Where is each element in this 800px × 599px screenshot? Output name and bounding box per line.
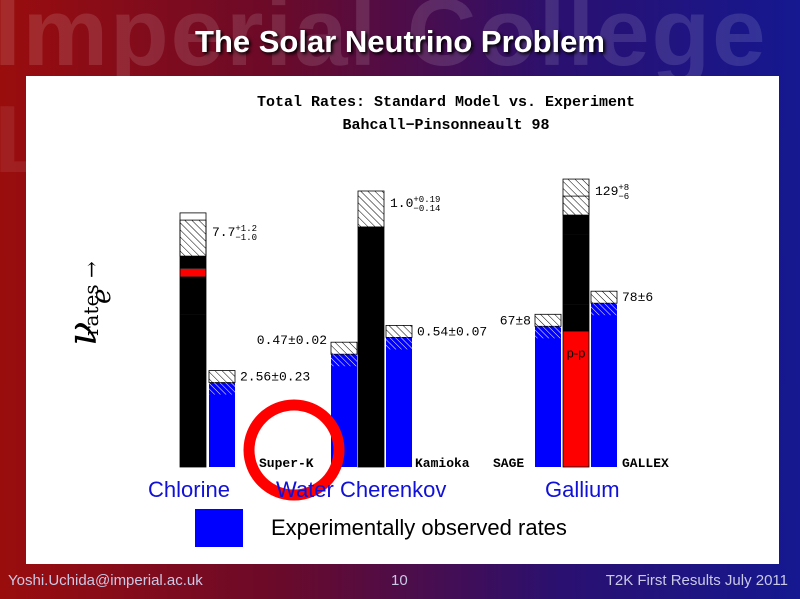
bar-observed-kamioka — [386, 337, 412, 467]
bar-error-overlay-gallex — [591, 303, 617, 316]
detector-label-water: Water Cherenkov — [276, 477, 446, 502]
bar-value-label-chlorine: 2.56±0.23 — [240, 370, 310, 385]
slide-title: The Solar Neutrino Problem — [195, 24, 605, 59]
segment-label-8b-water-cherenkov: 8B — [363, 241, 379, 256]
bar-value-label-kamioka: 0.54±0.07 — [417, 324, 487, 339]
bar-uncertainty-gallium — [562, 178, 590, 216]
bar-error-band-sage — [534, 313, 562, 327]
chart-title: Total Rates: Standard Model vs. Experime… — [257, 94, 635, 111]
bar-outline-gallium — [562, 195, 590, 468]
bar-value-label-super-k: 0.47±0.02 — [257, 333, 327, 348]
segment-label-7be-gallium: 7Be — [564, 248, 587, 263]
bar-error-band-super-k — [330, 341, 358, 355]
chart-subtitle: Bahcall−Pinsonneault 98 — [342, 117, 549, 134]
y-axis-label: rates → — [79, 261, 103, 336]
footer-event: T2K First Results July 2011 — [605, 572, 788, 589]
bar-uncertainty-chlorine — [179, 219, 207, 257]
bar-error-band-chlorine — [208, 370, 236, 383]
bar-segment-7be-gallium — [563, 234, 589, 305]
bar-error-overlay-kamioka — [386, 337, 412, 350]
bar-observed-gallex — [591, 303, 617, 467]
bar-label-kamioka: Kamioka — [415, 456, 470, 471]
bar-error-band-kamioka — [385, 324, 413, 338]
y-label-symbol: ν — [60, 322, 106, 346]
bar-segment-cno-gallium — [563, 215, 589, 235]
segment-label-pp-gallium: p-p — [567, 346, 586, 361]
chart-panel: Total Rates: Standard Model vs. Experime… — [26, 76, 779, 564]
chart-bars: 8B 7Be 7.7+1.2 −1.0 2.56±0.23 0.47±0.02 8B 1.0+… — [179, 178, 653, 468]
bar-label-gallex: GALLEX — [622, 456, 669, 471]
bar-outline-water-cherenkov — [357, 226, 385, 468]
bar-value-label-chlorine: 7.7+1.2 −1.0 — [212, 224, 257, 243]
highlight-circle — [243, 399, 345, 501]
bar-observed-sage — [535, 326, 561, 467]
bar-segment-pp-gallium — [563, 331, 589, 467]
bar-value-label-sage: 67±8 — [500, 313, 531, 328]
legend-label: Experimentally observed rates — [271, 515, 567, 540]
detector-label-chlorine: Chlorine — [148, 477, 230, 502]
bar-segment-7be-chlorine — [180, 276, 206, 315]
bar-label-superk: Super-K — [259, 456, 314, 471]
segment-label-8b-gallium: 8B — [568, 310, 584, 325]
bar-segment-8b-chlorine — [180, 314, 206, 467]
bar-error-overlay-super-k — [331, 354, 357, 367]
segment-label-8b-chlorine: 8B — [185, 329, 201, 344]
y-label-subscript: e — [87, 289, 117, 304]
bar-segment-cno-chlorine — [180, 256, 206, 269]
detector-label-gallium: Gallium — [545, 477, 620, 502]
bar-error-overlay-chlorine — [209, 382, 235, 395]
y-label-text: rates → — [79, 261, 103, 336]
bar-error-band-gallex — [590, 290, 618, 304]
rates-chart: Total Rates: Standard Model vs. Experime… — [60, 94, 669, 547]
bar-uncertainty-water-cherenkov — [357, 190, 385, 228]
bar-label-sage: SAGE — [493, 456, 524, 471]
bar-value-label-gallium: 129+8 −6 — [595, 183, 629, 202]
legend-swatch — [195, 509, 243, 547]
footer-email: Yoshi.Uchida@imperial.ac.uk — [8, 572, 203, 589]
page-number: 10 — [391, 572, 408, 589]
bar-value-label-water-cherenkov: 1.0+0.19 −0.14 — [390, 195, 440, 214]
bar-outline-chlorine — [179, 212, 207, 468]
bar-segment-8b-gallium — [563, 304, 589, 332]
bar-error-overlay-sage — [535, 326, 561, 339]
bar-segment-8b-water-cherenkov — [358, 227, 384, 467]
bar-segment-pp-chlorine — [180, 268, 206, 277]
segment-label-7be-chlorine: 7Be — [181, 287, 204, 302]
bar-value-label-gallex: 78±6 — [622, 290, 653, 305]
bar-observed-chlorine — [209, 382, 235, 467]
watermark-text: Imperial College — [0, 0, 768, 86]
